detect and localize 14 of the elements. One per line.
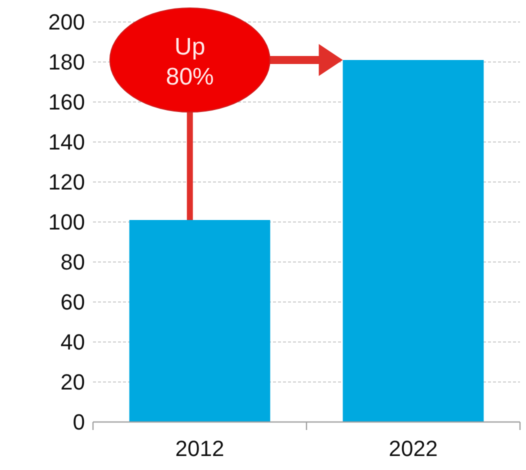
y-tick-label: 120 [48,170,85,195]
y-tick-label: 0 [72,410,85,435]
x-tick-label: 2022 [388,436,438,461]
x-tick-label: 2012 [175,436,224,461]
y-tick-label: 200 [48,10,85,35]
y-tick-label: 140 [48,130,85,155]
y-tick-label: 80 [60,250,85,275]
y-tick-label: 60 [60,290,85,315]
y-tick-label: 40 [60,330,85,355]
y-tick-label: 180 [48,50,85,75]
annotation: Up 80% [166,33,214,90]
y-tick-label: 20 [60,370,85,395]
y-tick-label: 160 [48,90,85,115]
y-tick-label: 100 [48,210,85,235]
